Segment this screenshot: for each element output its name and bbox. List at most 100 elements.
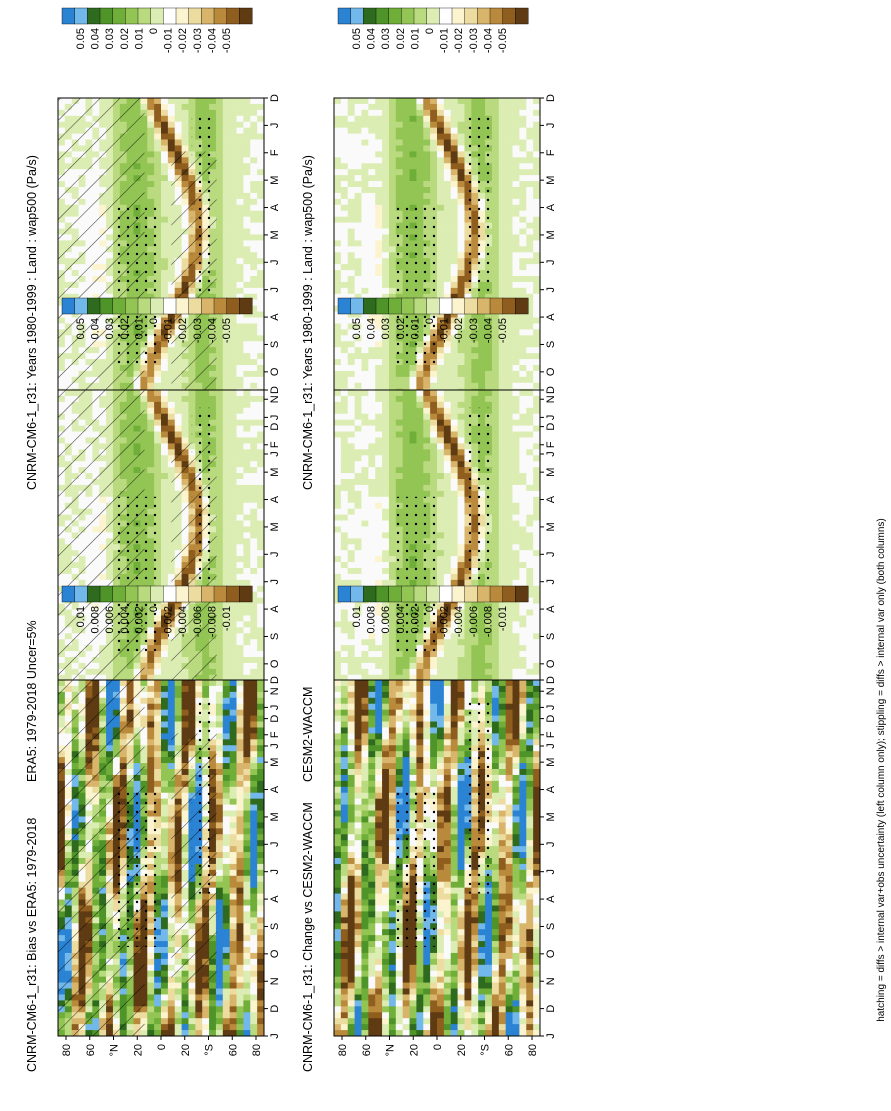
heatmap-cell — [223, 252, 230, 258]
heatmap-cell — [168, 134, 175, 140]
heatmap-cell — [444, 240, 451, 246]
heatmap-cell — [182, 408, 189, 414]
heatmap-cell — [230, 461, 237, 467]
heatmap-cell — [375, 264, 382, 270]
heatmap-cell — [223, 426, 230, 432]
heatmap-cell — [451, 223, 458, 229]
heatmap-cell — [361, 282, 368, 288]
heatmap-cell — [334, 110, 341, 116]
heatmap-cell — [147, 157, 154, 163]
heatmap-cell — [216, 169, 223, 175]
heatmap-cell — [526, 128, 533, 134]
heatmap-cell — [216, 211, 223, 217]
heatmap-cell — [243, 497, 250, 503]
heatmap-cell — [237, 276, 244, 282]
heatmap-cell — [257, 128, 264, 134]
heatmap-cell — [533, 217, 540, 223]
heatmap-cell — [216, 544, 223, 550]
heatmap-cell — [451, 258, 458, 264]
heatmap-cell — [237, 258, 244, 264]
heatmap-cell — [499, 359, 506, 365]
heatmap-cell — [533, 240, 540, 246]
heatmap-cell — [230, 491, 237, 497]
heatmap-cell — [341, 151, 348, 157]
heatmap-cell — [230, 211, 237, 217]
heatmap-cell — [334, 223, 341, 229]
heatmap-cell — [368, 205, 375, 211]
heatmap-cell — [209, 98, 216, 104]
heatmap-cell — [499, 110, 506, 116]
heatmap-cell — [334, 151, 341, 157]
heatmap-cell — [526, 134, 533, 140]
heatmap-cell — [341, 145, 348, 151]
heatmap-cell — [506, 199, 513, 205]
heatmap-cell — [451, 217, 458, 223]
heatmap-cell — [430, 104, 437, 110]
heatmap-cell — [334, 169, 341, 175]
heatmap-cell — [161, 246, 168, 252]
heatmap-cell — [147, 377, 154, 383]
colorbar-swatch — [151, 8, 164, 24]
heatmap-cell — [341, 116, 348, 122]
heatmap-cell — [161, 187, 168, 193]
heatmap-cell — [230, 258, 237, 264]
heatmap-cell — [478, 371, 485, 377]
heatmap-cell — [243, 420, 250, 426]
x-tick-label: A — [269, 203, 281, 211]
heatmap-cell — [403, 175, 410, 181]
heatmap-cell — [230, 199, 237, 205]
heatmap-cell — [175, 134, 182, 140]
heatmap-cell — [250, 169, 257, 175]
heatmap-cell — [154, 467, 161, 473]
heatmap-cell — [355, 377, 362, 383]
heatmap-cell — [243, 140, 250, 146]
heatmap-cell — [458, 377, 465, 383]
heatmap-cell — [410, 371, 417, 377]
heatmap-cell — [458, 175, 465, 181]
heatmap-cell — [437, 134, 444, 140]
heatmap-cell — [168, 122, 175, 128]
heatmap-cell — [257, 211, 264, 217]
heatmap-cell — [230, 264, 237, 270]
heatmap-cell — [492, 145, 499, 151]
heatmap-cell — [243, 515, 250, 521]
heatmap-cell — [147, 396, 154, 402]
heatmap-cell — [341, 205, 348, 211]
heatmap-cell — [257, 205, 264, 211]
heatmap-cell — [451, 104, 458, 110]
heatmap-cell — [257, 341, 264, 347]
heatmap-cell — [361, 240, 368, 246]
heatmap-cell — [451, 134, 458, 140]
heatmap-cell — [230, 181, 237, 187]
heatmap-cell — [513, 157, 520, 163]
heatmap-cell — [506, 234, 513, 240]
heatmap-cell — [216, 145, 223, 151]
heatmap-cell — [492, 223, 499, 229]
heatmap-cell — [188, 98, 195, 104]
heatmap-cell — [533, 377, 540, 383]
heatmap-cell — [237, 240, 244, 246]
heatmap-cell — [423, 151, 430, 157]
heatmap-cell — [147, 455, 154, 461]
heatmap-cell — [216, 187, 223, 193]
heatmap-cell — [403, 110, 410, 116]
heatmap-cell — [492, 276, 499, 282]
heatmap-cell — [526, 270, 533, 276]
heatmap-cell — [437, 229, 444, 235]
heatmap-cell — [382, 163, 389, 169]
heatmap-cell — [230, 408, 237, 414]
heatmap-cell — [237, 353, 244, 359]
heatmap-cell — [195, 104, 202, 110]
heatmap-cell — [243, 491, 250, 497]
heatmap-cell — [243, 526, 250, 532]
colorbar-label: 0.04 — [366, 28, 378, 49]
heatmap-cell — [161, 365, 168, 371]
heatmap-cell — [230, 175, 237, 181]
heatmap-cell — [182, 134, 189, 140]
heatmap-cell — [147, 163, 154, 169]
heatmap-cell — [348, 258, 355, 264]
heatmap-cell — [361, 205, 368, 211]
heatmap-cell — [382, 145, 389, 151]
heatmap-cell — [154, 199, 161, 205]
heatmap-cell — [230, 353, 237, 359]
